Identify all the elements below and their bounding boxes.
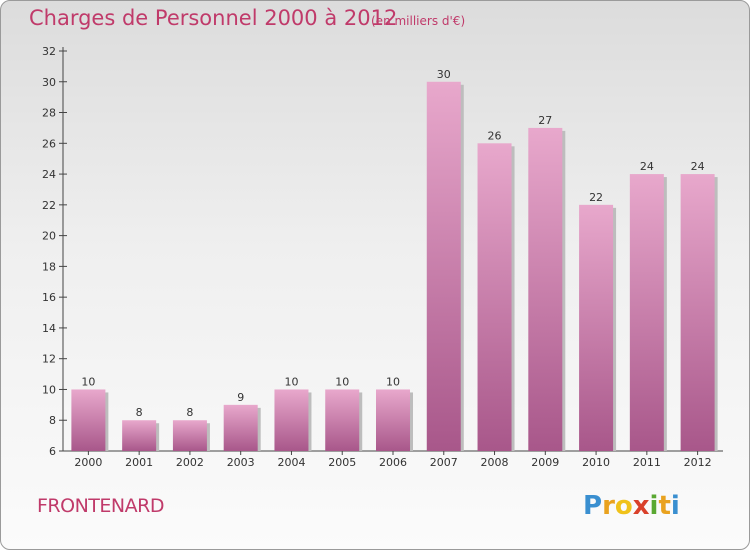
y-tick-label: 6 bbox=[49, 445, 56, 458]
bar bbox=[71, 389, 106, 451]
bar bbox=[579, 204, 614, 451]
logo-letter: i bbox=[649, 491, 659, 521]
commune-name: FRONTENARD bbox=[37, 495, 164, 517]
y-tick-label: 28 bbox=[42, 107, 56, 120]
bar bbox=[376, 389, 410, 451]
data-label: 10 bbox=[386, 375, 400, 388]
data-label: 8 bbox=[136, 406, 143, 419]
data-label: 9 bbox=[237, 391, 244, 404]
y-tick-label: 26 bbox=[42, 137, 56, 150]
bar bbox=[274, 389, 309, 451]
x-tick-label: 2005 bbox=[328, 456, 356, 469]
y-tick-label: 12 bbox=[42, 353, 56, 366]
x-tick-label: 2012 bbox=[684, 456, 712, 469]
data-label: 10 bbox=[81, 375, 95, 388]
data-label: 27 bbox=[538, 114, 552, 127]
bar bbox=[426, 81, 461, 452]
y-tick-label: 8 bbox=[49, 414, 56, 427]
logo-letter: i bbox=[670, 491, 680, 521]
y-tick-label: 30 bbox=[42, 76, 56, 89]
logo-letter: P bbox=[583, 491, 603, 521]
bar bbox=[325, 389, 360, 451]
y-tick-label: 10 bbox=[42, 383, 56, 396]
bar bbox=[122, 420, 157, 451]
data-label: 10 bbox=[335, 375, 349, 388]
data-label: 22 bbox=[589, 191, 603, 204]
data-label: 8 bbox=[186, 406, 193, 419]
proxiti-logo: Proxiti bbox=[583, 491, 680, 521]
y-tick-label: 20 bbox=[42, 230, 56, 243]
chart-title: Charges de Personnel 2000 à 2012 bbox=[29, 6, 398, 30]
bar bbox=[680, 174, 715, 452]
bar bbox=[223, 404, 258, 451]
data-label: 30 bbox=[437, 68, 451, 81]
y-tick-label: 24 bbox=[42, 168, 56, 181]
y-tick-label: 14 bbox=[42, 322, 56, 335]
bar bbox=[629, 174, 664, 452]
x-tick-label: 2008 bbox=[481, 456, 509, 469]
y-tick-label: 32 bbox=[42, 45, 56, 58]
x-tick-label: 2006 bbox=[379, 456, 407, 469]
chart-subtitle: (en milliers d'€) bbox=[371, 14, 466, 28]
x-tick-label: 2010 bbox=[582, 456, 610, 469]
x-tick-label: 2003 bbox=[227, 456, 255, 469]
logo-letter: o bbox=[614, 491, 633, 521]
x-tick-label: 2004 bbox=[277, 456, 305, 469]
y-tick-label: 22 bbox=[42, 199, 56, 212]
bar bbox=[172, 420, 207, 451]
y-tick-label: 18 bbox=[42, 260, 56, 273]
logo-letter: r bbox=[602, 491, 615, 521]
data-label: 24 bbox=[691, 160, 705, 173]
x-tick-label: 2002 bbox=[176, 456, 204, 469]
x-tick-label: 2007 bbox=[430, 456, 458, 469]
x-tick-label: 2011 bbox=[633, 456, 661, 469]
x-tick-label: 2000 bbox=[74, 456, 102, 469]
y-tick-label: 16 bbox=[42, 291, 56, 304]
bar bbox=[528, 127, 563, 451]
logo-letter: x bbox=[632, 491, 650, 521]
bar bbox=[477, 143, 512, 452]
data-label: 10 bbox=[284, 375, 298, 388]
x-tick-label: 2009 bbox=[531, 456, 559, 469]
data-label: 24 bbox=[640, 160, 654, 173]
logo-letter: t bbox=[658, 491, 671, 521]
data-label: 26 bbox=[488, 129, 502, 142]
x-tick-label: 2001 bbox=[125, 456, 153, 469]
